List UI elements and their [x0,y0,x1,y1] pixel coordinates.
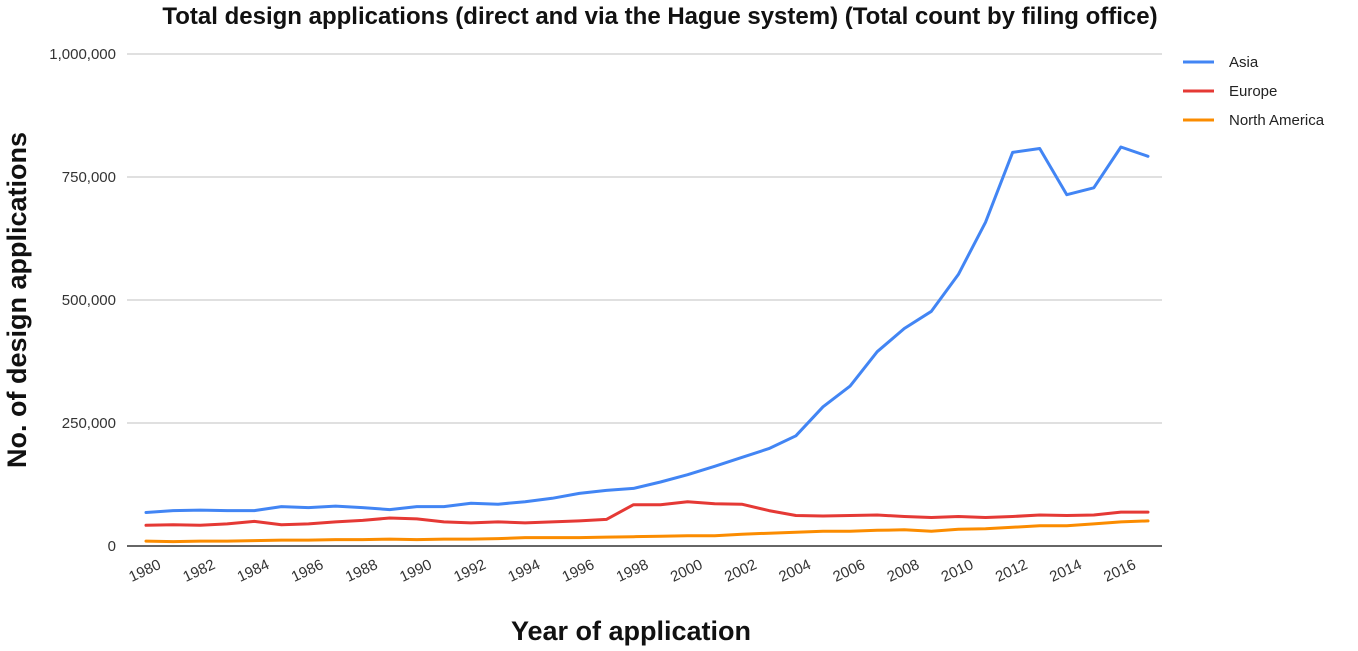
x-tick-label: 2002 [722,556,759,586]
x-tick-label: 2012 [993,556,1030,586]
x-tick-label: 1992 [451,556,488,586]
legend-label-europe: Europe [1229,83,1277,100]
series-line-north-america [144,519,1150,544]
x-tick-label: 1990 [397,556,434,586]
y-tick-label: 1,000,000 [49,46,116,63]
x-tick-label: 2014 [1047,556,1084,586]
legend: Asia Europe North America [1183,54,1325,129]
chart-title: Total design applications (direct and vi… [162,3,1157,30]
legend-label-north-america: North America [1229,112,1325,129]
x-axis-ticks: 1980 1982 1984 1986 1988 1990 1992 1994 1996 1998… [126,556,1138,586]
x-tick-label: 2004 [776,556,813,586]
x-tick-label: 1986 [289,556,326,586]
x-tick-label: 1988 [343,556,380,586]
y-tick-label: 0 [108,538,116,555]
series-line-europe [144,500,1150,527]
x-tick-label: 1996 [560,556,597,586]
x-axis-label: Year of application [511,616,751,646]
x-tick-label: 2000 [668,556,705,586]
x-tick-label: 2016 [1101,556,1138,586]
x-tick-label: 1984 [235,556,272,586]
x-tick-label: 1982 [180,556,217,586]
x-tick-label: 1994 [505,556,542,586]
grid-layer [127,53,1162,547]
x-tick-label: 1980 [126,556,163,586]
y-axis-label: No. of design applications [2,132,32,468]
x-tick-label: 1998 [614,556,651,586]
x-tick-label: 2008 [885,556,922,586]
legend-label-asia: Asia [1229,54,1259,71]
y-axis-ticks: 0 250,000 500,000 750,000 1,000,000 [49,46,116,555]
y-tick-label: 250,000 [62,415,116,432]
y-tick-label: 750,000 [62,169,116,186]
x-tick-label: 2006 [830,556,867,586]
y-tick-label: 500,000 [62,292,116,309]
x-tick-label: 2010 [939,556,976,586]
series-layer [144,145,1150,544]
series-line-asia [144,145,1150,514]
